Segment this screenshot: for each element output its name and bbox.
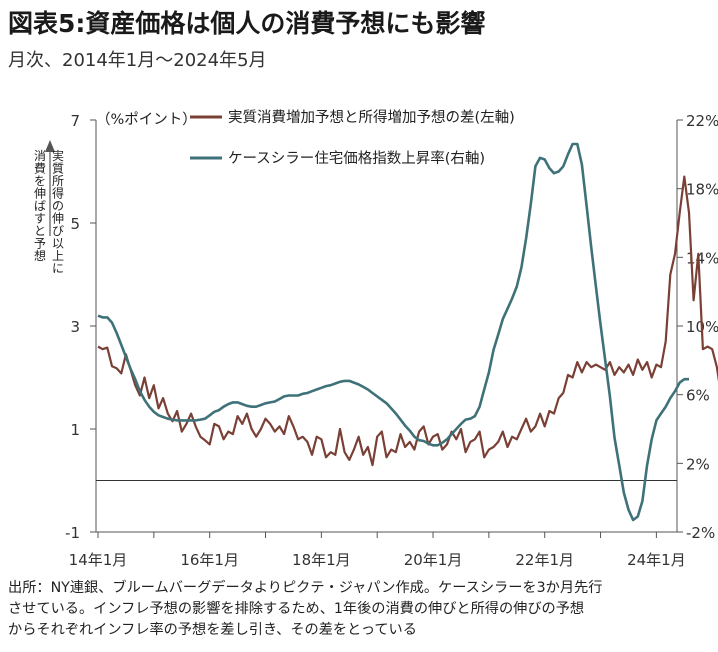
annotation-char: 伸 [52, 212, 64, 226]
chart-subtitle: 月次、2014年1月〜2024年5月 [8, 50, 267, 71]
legend: 実質消費増加予想と所得増加予想の差(左軸) ケースシラー住宅価格指数上昇率(右軸… [190, 108, 515, 167]
right-tick-label: 18% [686, 181, 718, 199]
annotation-char: に [52, 262, 64, 276]
left-tick-label: 5 [70, 215, 80, 233]
left-axis-ticks: 7 5 3 1 -1 [65, 112, 96, 542]
chart-title: 図表5:資産価格は個人の消費予想にも影響 [8, 9, 486, 38]
legend-label-series1: 実質消費増加予想と所得増加予想の差(左軸) [228, 108, 515, 126]
right-tick-label: 14% [686, 249, 718, 267]
x-tick-label: 18年1月 [292, 551, 351, 569]
right-tick-label: 2% [686, 455, 710, 473]
annotation-char: 得 [52, 186, 64, 201]
annotation-char: 消 [34, 149, 46, 163]
series-line-case-shiller [97, 142, 689, 522]
note-line-1: 出所：NY連銀、ブルームバーグデータよりピクテ・ジャパン作成。ケースシラーを3か… [8, 580, 603, 596]
annotation-char: 費 [34, 161, 46, 176]
left-tick-label: 1 [70, 421, 80, 439]
x-tick-label: 20年1月 [404, 551, 463, 569]
note-line-2: させている。インフレ予想の影響を排除するため、1年後の消費の伸びと所得の伸びの予… [8, 601, 585, 617]
right-tick-label: -2% [686, 524, 715, 542]
x-axis-ticks: 14年1月 16年1月 18年1月 20年1月 22年1月 24年1月 [69, 532, 686, 569]
annotation-char: 上 [52, 249, 64, 263]
source-note: 出所：NY連銀、ブルームバーグデータよりピクテ・ジャパン作成。ケースシラーを3か… [8, 578, 712, 641]
series-line-consumption-income-gap [97, 175, 718, 467]
x-tick-label: 22年1月 [515, 551, 574, 569]
x-tick-label: 14年1月 [69, 551, 128, 569]
annotation-char: ば [34, 199, 46, 213]
right-axis-ticks: 22%18%14%10%6%2%-2% [677, 112, 718, 542]
left-tick-label: 7 [70, 112, 80, 130]
annotation-char: 実 [52, 148, 64, 163]
right-tick-label: 22% [686, 112, 718, 130]
left-tick-label: 3 [70, 318, 80, 336]
annotation-char: 伸 [34, 187, 46, 201]
annotation-char: 所 [52, 174, 64, 188]
note-line-3: からそれぞれインフレ率の予想を差し引き、その差をとっている [8, 622, 417, 638]
annotation-char: び [52, 224, 64, 238]
legend-label-series2: ケースシラー住宅価格指数上昇率(右軸) [228, 150, 485, 167]
annotation-char: 質 [52, 161, 64, 176]
annotation-char: 予 [34, 237, 46, 251]
annotation-char: を [34, 174, 46, 188]
x-tick-label: 16年1月 [180, 551, 239, 569]
annotation-char: 以 [52, 237, 64, 251]
annotation-char: す [34, 212, 46, 226]
annotation-char: の [52, 199, 64, 213]
x-tick-label: 24年1月 [627, 551, 686, 569]
left-tick-label: -1 [65, 524, 80, 542]
annotation-char: 想 [34, 248, 46, 263]
annotation-arrowhead-icon [45, 140, 55, 152]
unit-label: （%ポイント） [96, 111, 197, 128]
right-tick-label: 6% [686, 387, 710, 405]
annotation-char: と [34, 224, 46, 238]
